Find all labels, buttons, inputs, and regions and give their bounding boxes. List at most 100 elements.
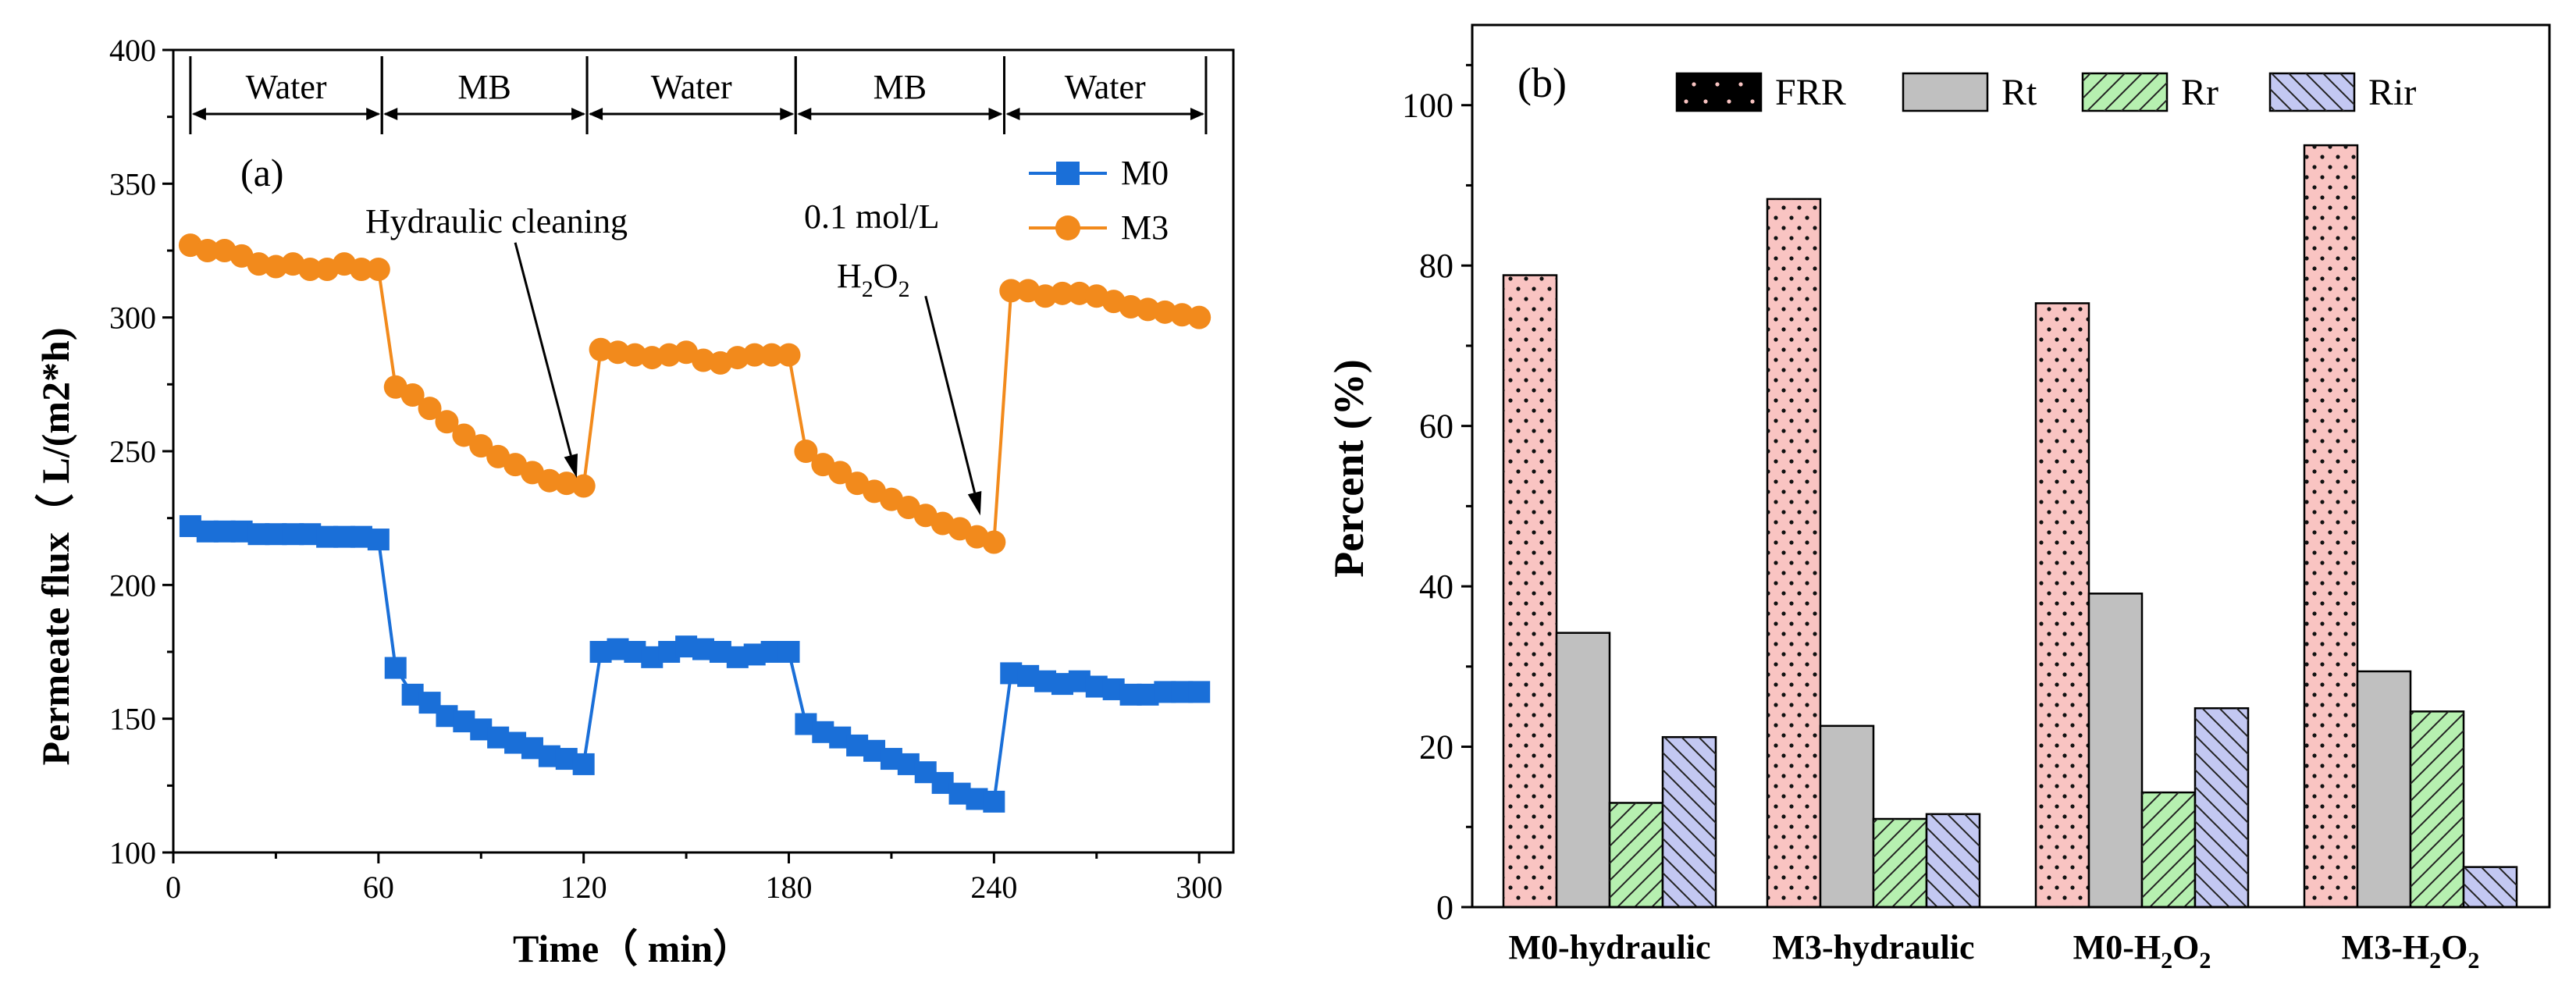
line-series-group (178, 233, 1212, 813)
stage-brackets: Water MB Water MB Water (189, 56, 1208, 134)
legend-dot (1750, 99, 1755, 104)
y-tick-label: 100 (1402, 87, 1453, 125)
series-line-m0 (190, 525, 1200, 804)
data-point-m0 (983, 790, 1005, 813)
line-chart-panel: Water MB Water MB Water 100 150 200 250 300 350 40… (34, 33, 1235, 970)
data-point-m3 (982, 530, 1006, 554)
bar-rt (2087, 593, 2144, 909)
square-marker-icon (1056, 162, 1080, 185)
stage-label: Water (1065, 68, 1146, 106)
arrow-left-icon (589, 108, 603, 120)
data-point-m3 (195, 239, 219, 262)
data-point-m3 (1050, 281, 1074, 305)
arrow-right-icon (780, 108, 795, 120)
data-point-m0 (367, 529, 390, 551)
y-tick-label: 400 (109, 33, 156, 68)
arrow-left-icon (191, 108, 206, 120)
data-point-m3 (777, 343, 801, 367)
panel-label: (a) (240, 151, 284, 194)
legend-swatch-frr-fill (1677, 73, 1761, 111)
y-axis-ticks: 100 150 200 250 300 350 400 (109, 33, 173, 870)
arrow-right-icon (988, 108, 1003, 120)
bar-frr-pattern (1503, 275, 1557, 907)
bar-rr-pattern (1873, 819, 1927, 907)
x-tick-label: 60 (363, 870, 394, 905)
y-tick-label: 20 (1419, 728, 1453, 767)
arrow-left-icon (797, 108, 812, 120)
legend-label-rr: Rr (2181, 72, 2218, 113)
y-tick-label: 250 (109, 434, 156, 469)
bar-rr-pattern (1610, 803, 1663, 907)
data-point-m0 (572, 753, 595, 775)
y-axis-title: Percent (%) (1325, 359, 1372, 577)
arrow-left-icon (383, 108, 398, 120)
legend-label-m3: M3 (1121, 208, 1169, 247)
bar-frr-pattern (1767, 198, 1820, 907)
legend-label-rt: Rt (2001, 72, 2037, 113)
x-axis-category-labels: M0-hydraulic M3-hydraulic M0-H2O2 M3-H2O2 (1508, 928, 2479, 973)
bar-rt (1819, 724, 1875, 909)
x-category-label: M0-H2O2 (2073, 928, 2211, 973)
stage-label: Water (651, 68, 732, 106)
x-tick-label: 240 (970, 870, 1017, 905)
data-point-m3 (828, 461, 852, 485)
data-point-m3 (366, 257, 390, 281)
data-point-m3 (298, 257, 322, 281)
legend-dot (1692, 82, 1696, 87)
arrow-head-icon (967, 490, 982, 516)
x-category-label: M3-H2O2 (2342, 928, 2480, 973)
data-point-m3 (794, 440, 818, 463)
data-point-m0 (1188, 681, 1211, 703)
legend-swatch-rr-pattern (2083, 73, 2167, 111)
bar-rir-pattern (1927, 813, 1980, 907)
arrow-right-icon (1190, 108, 1204, 120)
y-tick-label: 100 (109, 835, 156, 870)
x-axis-title: Time（ min） (513, 927, 752, 970)
stage-label: MB (873, 68, 927, 106)
legend-swatch-rir-pattern (2270, 73, 2354, 111)
bar-series-group (1502, 144, 2518, 909)
x-tick-label: 0 (165, 870, 181, 905)
bar-frr-pattern (2036, 303, 2089, 907)
data-point-m0 (777, 641, 800, 663)
legend-label-frr: FRR (1775, 72, 1846, 113)
annotation-concentration: 0.1 mol/L (804, 198, 940, 236)
stage-label: MB (457, 68, 511, 106)
data-point-m3 (349, 257, 373, 281)
plot-frame (1471, 23, 2551, 909)
arrow-right-icon (571, 108, 586, 120)
legend-dot (1738, 82, 1743, 87)
arrow-right-icon (366, 108, 381, 120)
y-tick-label: 60 (1419, 408, 1453, 446)
y-tick-label: 80 (1419, 247, 1453, 285)
x-category-label: M3-hydraulic (1772, 928, 1974, 966)
y-tick-label: 0 (1436, 888, 1453, 927)
legend-dot (1684, 99, 1688, 104)
legend-dot (1703, 99, 1708, 104)
legend-dot (1715, 82, 1720, 87)
legend-swatch-rt (1902, 72, 1989, 112)
y-tick-label: 350 (109, 166, 156, 201)
bar-rir-pattern (2464, 867, 2517, 907)
annotation-arrow (514, 242, 572, 456)
x-tick-label: 180 (766, 870, 813, 905)
data-point-m3 (418, 397, 442, 421)
y-tick-label: 300 (109, 301, 156, 336)
legend: FRR Rt Rr Rir (1675, 72, 2416, 113)
arrow-left-icon (1005, 108, 1020, 120)
x-tick-label: 300 (1176, 870, 1222, 905)
legend-label-m0: M0 (1121, 154, 1169, 192)
y-tick-label: 150 (109, 702, 156, 737)
data-point-m3 (571, 474, 596, 498)
bar-frr-pattern (2304, 145, 2357, 907)
legend-label-rir: Rir (2368, 72, 2416, 113)
data-point-m3 (742, 343, 767, 367)
legend: M0 M3 (1029, 154, 1169, 247)
x-axis-ticks: 0 60 120 180 240 300 (165, 852, 1222, 905)
y-tick-label: 200 (109, 568, 156, 603)
data-point-m3 (435, 410, 459, 434)
bar-rir-pattern (1663, 737, 1716, 907)
circle-marker-icon (1055, 215, 1080, 240)
annotation-h2o2: H2O2 (837, 257, 910, 302)
